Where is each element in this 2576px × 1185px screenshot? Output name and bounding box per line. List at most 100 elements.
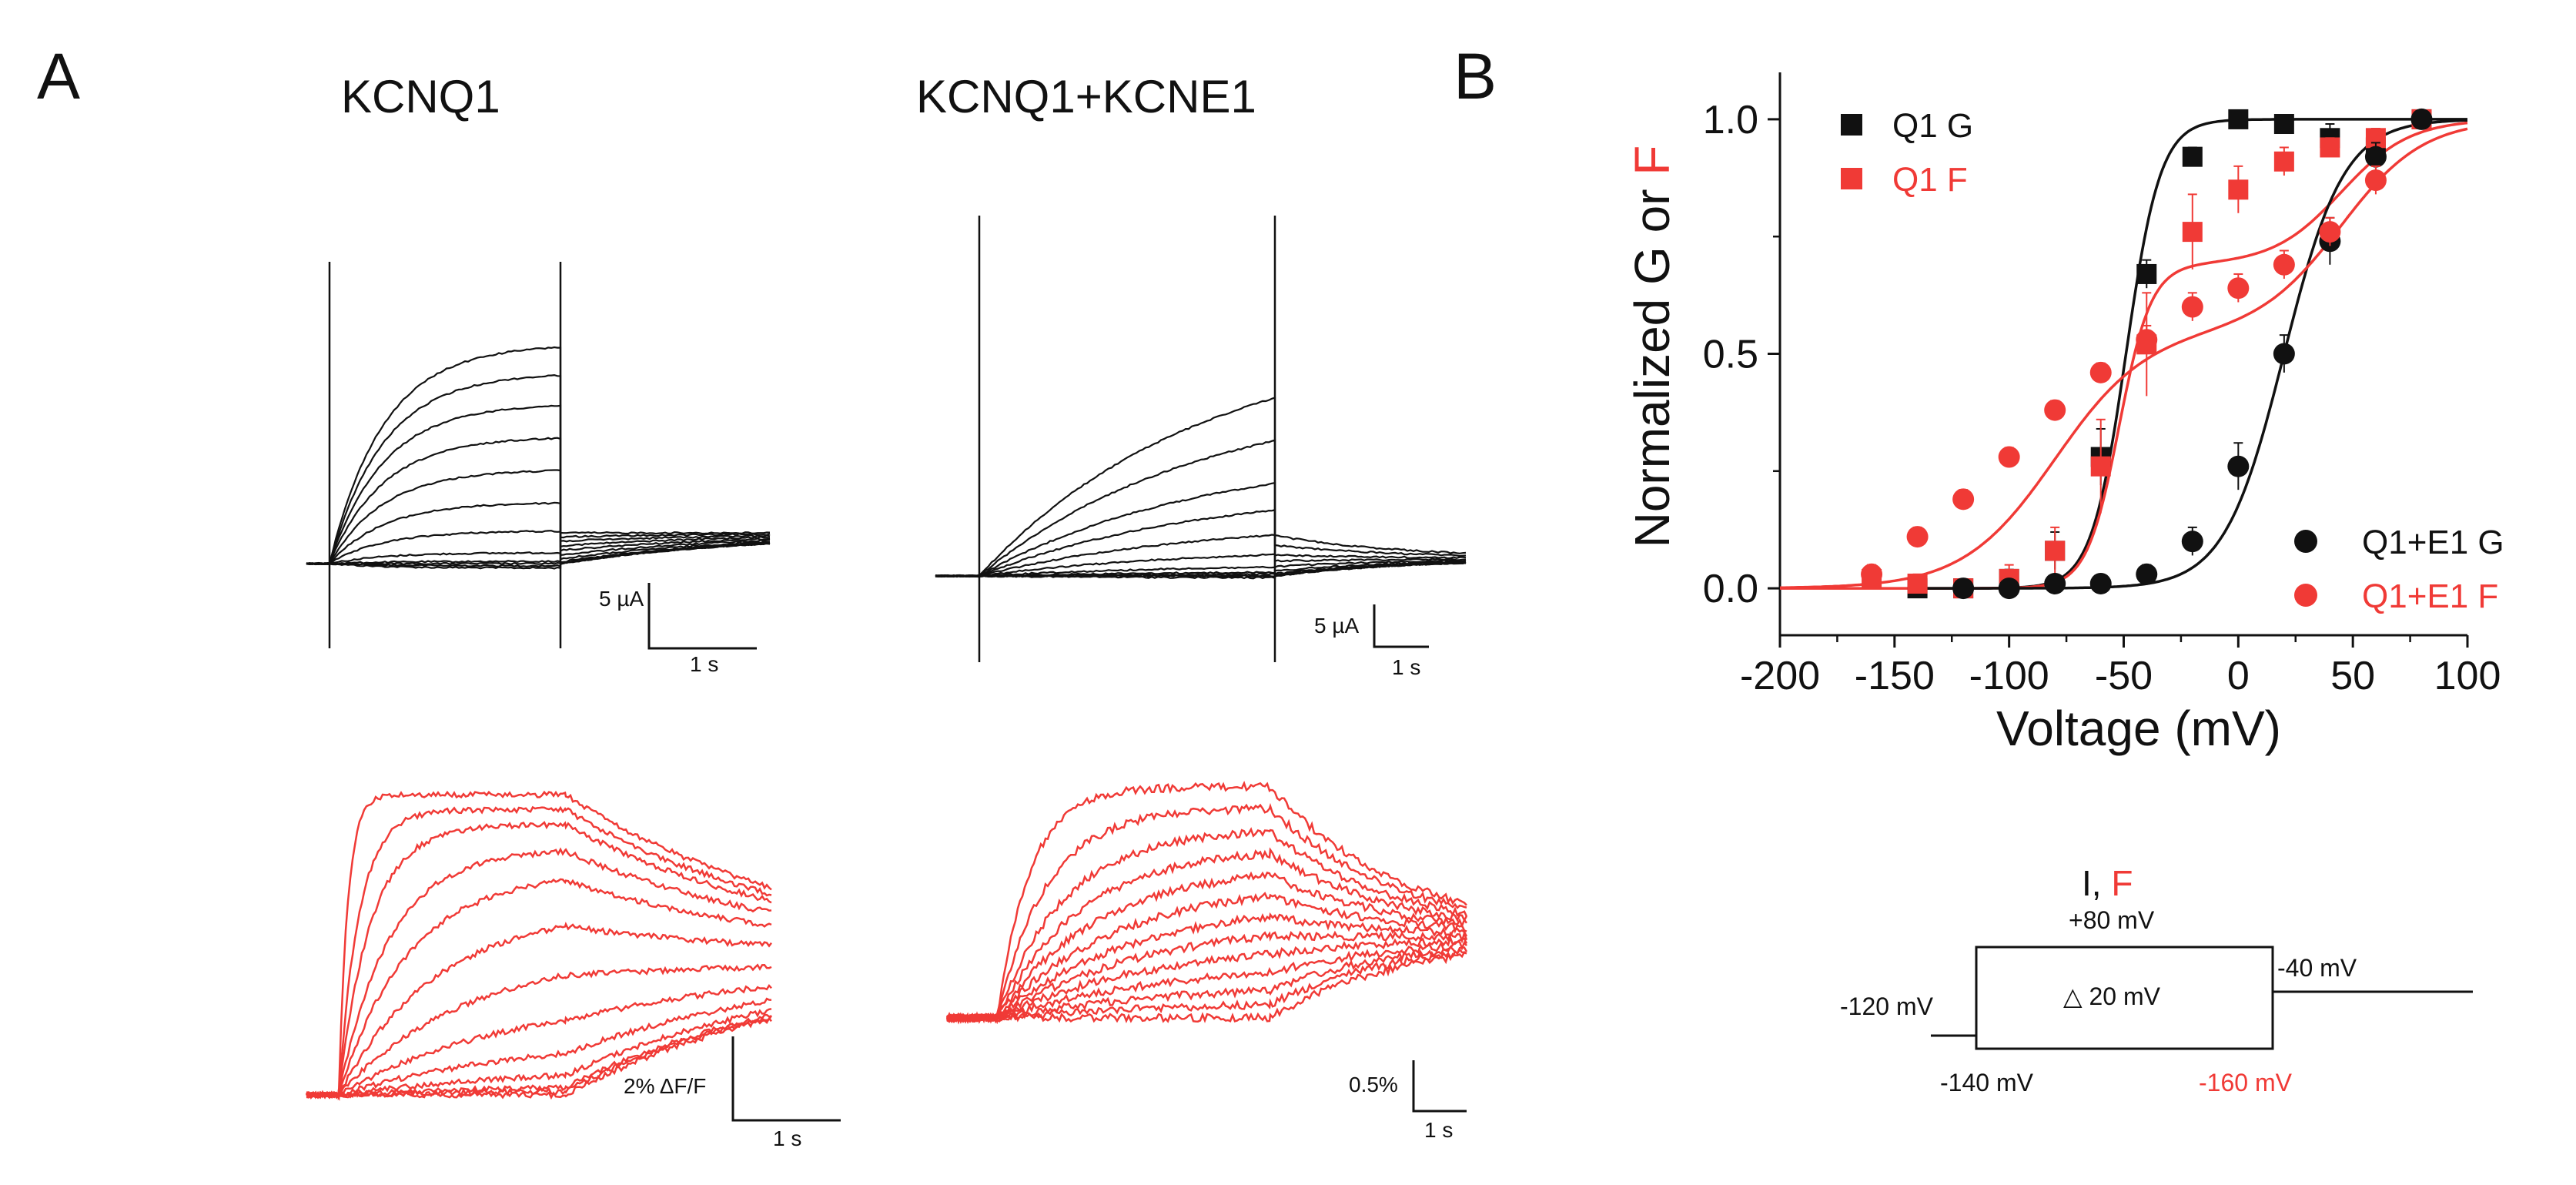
current-trace — [935, 561, 1467, 578]
protocol-top-voltage: +80 mV — [2069, 906, 2155, 934]
legend-label: Q1+E1 G — [2362, 524, 2504, 561]
fluorescence-trace — [946, 948, 1467, 1024]
fluorescence-trace — [306, 997, 772, 1099]
fluorescence-trace — [946, 935, 1468, 1024]
data-point — [2227, 455, 2250, 477]
fit-curve — [1917, 118, 2467, 590]
panel-a-letter: A — [37, 40, 80, 112]
data-point — [2182, 222, 2203, 243]
fluorescence-trace — [306, 790, 772, 1099]
kcnq1-current-scale-bar: 5 µA 1 s — [599, 583, 757, 676]
data-point — [2228, 109, 2249, 129]
current-trace — [306, 373, 771, 565]
fluorescence-trace — [946, 945, 1468, 1024]
fluorescence-trace — [306, 878, 772, 1100]
data-point — [2364, 169, 2387, 192]
fluorescence-trace — [946, 871, 1468, 1023]
data-point — [2319, 221, 2341, 243]
scale-bar-line — [1373, 604, 1429, 648]
current-trace — [935, 553, 1467, 578]
kcnq1-fluorescence-scale-bar: 2% ΔF/F 1 s — [624, 1036, 841, 1150]
protocol-bottom-voltage-i: -140 mV — [1940, 1069, 2034, 1096]
kcnq1-title: KCNQ1 — [341, 71, 500, 122]
y-tick-label: 0.5 — [1703, 333, 1758, 377]
data-point — [2273, 114, 2294, 135]
y-tick-label: 0.0 — [1703, 567, 1758, 611]
fluorescence-trace — [306, 983, 772, 1101]
scale-bar-time-label: 1 s — [1424, 1118, 1453, 1142]
data-point — [2136, 263, 2157, 284]
protocol-step: △ 20 mV — [2063, 982, 2161, 1010]
scale-bar-line — [731, 1036, 841, 1122]
scale-bar-line — [1412, 1060, 1467, 1113]
kcnq1-kcne1-fluorescence-scale-bar: 0.5% 1 s — [1349, 1060, 1467, 1142]
data-point — [2044, 572, 2066, 594]
fluorescence-trace — [306, 805, 772, 1100]
data-point — [2181, 296, 2203, 318]
protocol-pulse-lower — [1975, 992, 2274, 1050]
legend-bottom-right: Q1+E1 G Q1+E1 F — [2294, 524, 2504, 615]
kcnq1-kcne1-fluorescence-traces — [945, 780, 1468, 1025]
legend-marker — [2294, 584, 2317, 607]
current-trace — [306, 501, 771, 566]
y-tick-label: 1.0 — [1703, 98, 1758, 142]
x-tick-label: -50 — [2095, 654, 2153, 698]
protocol-holding-voltage: -120 mV — [1840, 993, 1934, 1020]
current-trace — [935, 481, 1467, 578]
protocol-title: I, F — [2082, 863, 2133, 903]
x-tick-label: -150 — [1855, 654, 1935, 698]
data-point — [1907, 573, 1928, 594]
fit-curve — [1779, 127, 2468, 590]
current-trace — [935, 534, 1467, 578]
legend-label: Q1 G — [1892, 107, 1973, 145]
x-tick-label: -100 — [1969, 654, 2049, 698]
data-point — [2273, 151, 2294, 172]
scale-bar-time-label: 1 s — [1392, 655, 1420, 679]
legend-top-left: Q1 G Q1 F — [1841, 107, 1973, 199]
legend-marker — [1841, 114, 1862, 136]
data-point — [2044, 399, 2066, 421]
current-trace — [306, 346, 771, 566]
fluorescence-trace — [946, 940, 1467, 1023]
legend-marker — [1841, 168, 1862, 189]
y-axis-label-part: Normalized G or — [1624, 176, 1680, 548]
kcnq1-fluorescence-traces — [305, 790, 773, 1101]
fluorescence-trace — [306, 847, 772, 1099]
scale-bar-current-label: 5 µA — [1314, 614, 1359, 638]
x-tick-label: 100 — [2434, 654, 2501, 698]
scale-bar-time-label: 1 s — [773, 1126, 801, 1150]
scale-bar-current-label: 5 µA — [599, 587, 644, 611]
fluorescence-trace — [305, 821, 772, 1100]
current-trace — [935, 396, 1467, 578]
data-point — [2136, 563, 2158, 585]
x-tick-label: 50 — [2330, 654, 2375, 698]
fluorescence-trace — [306, 921, 772, 1100]
data-point — [1998, 577, 2020, 600]
kcnq1-current-traces — [306, 262, 771, 648]
protocol-pulse-upper — [1931, 946, 2473, 1037]
data-point — [2089, 361, 2112, 383]
legend-label: Q1+E1 F — [2362, 577, 2498, 615]
voltage-protocol: I, F +80 mV △ 20 mV -40 mV -120 mV -140 … — [1840, 863, 2473, 1096]
scale-bar-time-label: 1 s — [690, 652, 718, 676]
data-point — [2181, 531, 2203, 553]
current-trace — [935, 439, 1467, 578]
data-point — [2090, 456, 2111, 477]
fluorescence-trace — [946, 802, 1467, 1025]
legend-label: Q1 F — [1892, 161, 1968, 199]
data-point — [1861, 563, 1883, 585]
data-point — [2227, 277, 2250, 300]
protocol-title-f: F — [2111, 863, 2133, 903]
fluorescence-trace — [946, 780, 1467, 1024]
gv-plot: -200 -150 -100 -50 0 50 100 0.0 0.5 1.0 Voltage (… — [1624, 72, 2504, 756]
data-point — [2320, 137, 2340, 158]
data-point — [2089, 572, 2112, 594]
current-trace — [306, 541, 771, 566]
data-point — [1906, 526, 1929, 548]
fluorescence-trace — [946, 912, 1468, 1025]
fluorescence-trace — [945, 892, 1467, 1023]
protocol-bottom-voltage-f: -160 mV — [2199, 1069, 2293, 1096]
protocol-tail-voltage: -40 mV — [2277, 954, 2357, 982]
data-point — [2182, 146, 2203, 167]
